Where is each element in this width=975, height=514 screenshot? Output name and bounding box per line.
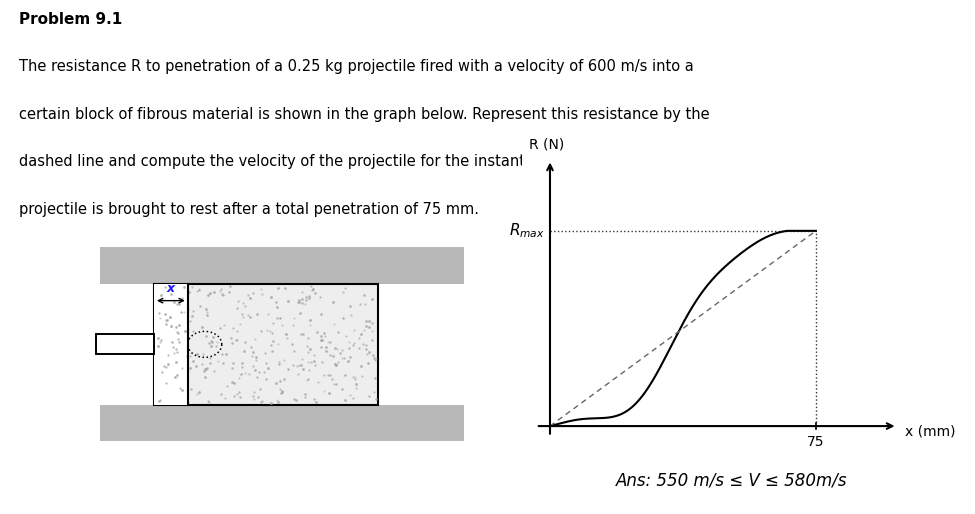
Text: 75: 75: [807, 435, 825, 449]
Text: certain block of fibrous material is shown in the graph below. Represent this re: certain block of fibrous material is sho…: [20, 107, 710, 122]
Text: The resistance R to penetration of a 0.25 kg projectile fired with a velocity of: The resistance R to penetration of a 0.2…: [20, 60, 694, 75]
Text: R (N): R (N): [528, 138, 565, 152]
Bar: [96, 334, 154, 355]
Bar: [100, 405, 463, 442]
Bar: [154, 284, 187, 405]
Text: $R_{max}$: $R_{max}$: [509, 222, 545, 240]
Text: projectile is brought to rest after a total penetration of 75 mm.: projectile is brought to rest after a to…: [20, 202, 480, 217]
Text: x: x: [167, 282, 175, 296]
Text: x (mm): x (mm): [905, 425, 956, 438]
Text: Problem 9.1: Problem 9.1: [20, 12, 123, 27]
Bar: [100, 247, 463, 284]
Bar: [154, 284, 378, 405]
Text: Ans: 550 m/s ≤ V ≤ 580m/s: Ans: 550 m/s ≤ V ≤ 580m/s: [615, 471, 847, 489]
Text: dashed line and compute the velocity of the projectile for the instant when x = : dashed line and compute the velocity of …: [20, 154, 699, 170]
